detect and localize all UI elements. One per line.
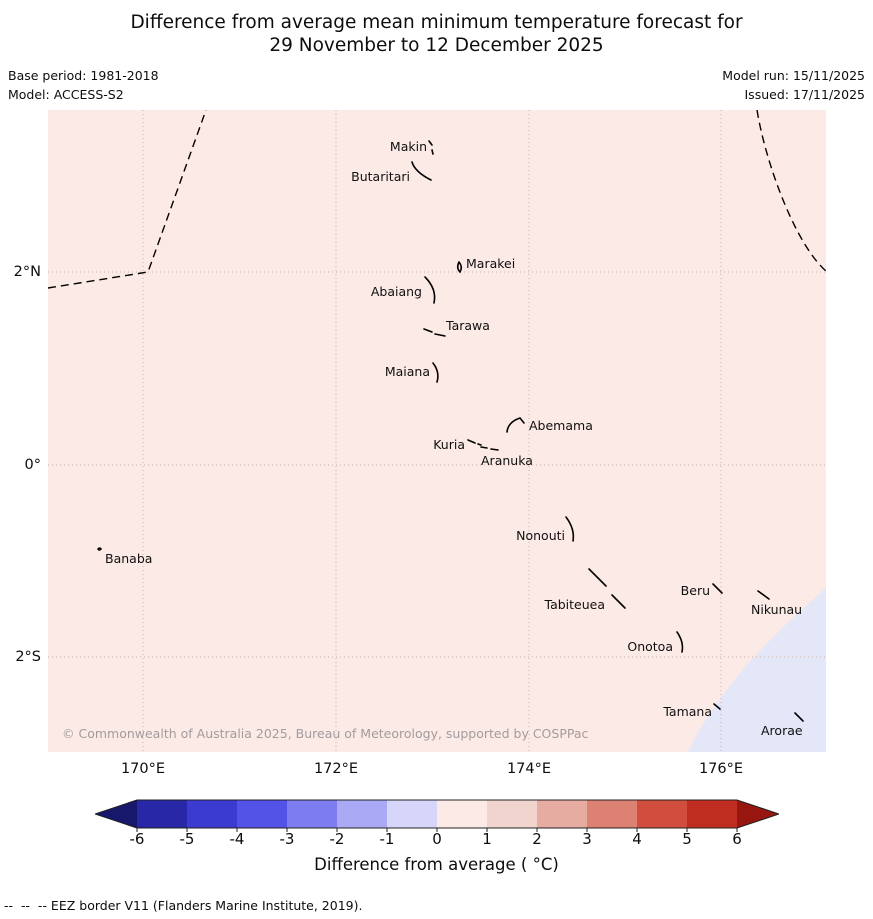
base-period-text: Base period: 1981-2018 [8, 68, 159, 83]
island-beru [712, 583, 723, 594]
lon-tick-label: 174°E [506, 761, 552, 777]
map-canvas: Makin Butaritari Marakei Abaiang Tarawa Maian… [48, 110, 826, 752]
island-butaritari [411, 161, 432, 181]
legend-tick-label: -1 [379, 830, 395, 848]
island-maiana [432, 362, 439, 383]
island-label-butaritari: Butaritari [351, 169, 410, 184]
map-copyright: © Commonwealth of Australia 2025, Bureau… [62, 726, 589, 741]
legend-tick-label: 4 [632, 830, 642, 848]
legend-tick-label: 3 [582, 830, 592, 848]
legend-tick-label: 0 [432, 830, 442, 848]
island-label-nonouti: Nonouti [516, 528, 565, 543]
island-arorae [794, 712, 804, 722]
eez-border-0 [48, 110, 207, 289]
legend-segment [487, 800, 537, 828]
legend-tick-label: 2 [532, 830, 542, 848]
lat-tick-label: 2°N [13, 264, 41, 280]
page-title-line2: 29 November to 12 December 2025 [269, 35, 604, 56]
island-kuria [467, 439, 482, 446]
legend-tick-label: -6 [129, 830, 145, 848]
island-abemama [506, 417, 525, 433]
island-label-tarawa: Tarawa [445, 318, 490, 333]
legend-segment [287, 800, 337, 828]
island-nikunau [757, 590, 770, 600]
model-run-text: Model run: 15/11/2025 [722, 68, 865, 83]
legend-segment [337, 800, 387, 828]
island-nonouti [565, 516, 575, 542]
page-title-line1: Difference from average mean minimum tem… [130, 12, 743, 33]
legend-segment [187, 800, 237, 828]
legend-segment [687, 800, 737, 828]
island-marakei [456, 261, 463, 274]
island-label-arorae: Arorae [761, 723, 803, 738]
lon-tick-label: 176°E [698, 761, 744, 777]
lon-tick-label: 172°E [313, 761, 359, 777]
color-scale [95, 799, 779, 832]
legend-tick-label: -4 [229, 830, 245, 848]
legend-arrow-left [95, 800, 137, 828]
island-label-aranuka: Aranuka [481, 453, 533, 468]
legend-segment [587, 800, 637, 828]
legend-segment [437, 800, 487, 828]
island-makin [428, 140, 434, 155]
legend-segment [387, 800, 437, 828]
legend-segment [237, 800, 287, 828]
island-abaiang [424, 276, 436, 304]
meta-right: Model run: 15/11/2025 Issued: 17/11/2025 [722, 67, 865, 104]
legend-tick-label: 1 [482, 830, 492, 848]
island-label-kuria: Kuria [433, 437, 465, 452]
island-label-tamana: Tamana [662, 704, 712, 719]
model-text: Model: ACCESS-S2 [8, 86, 124, 102]
meta-left: Base period: 1981-2018 Model: ACCESS-S2 [8, 67, 159, 104]
lon-tick-label: 170°E [120, 761, 166, 777]
issued-text: Issued: 17/11/2025 [744, 86, 866, 102]
island-onotoa [676, 631, 684, 653]
legend-tick-label: 6 [732, 830, 742, 848]
island-label-nikunau: Nikunau [751, 602, 802, 617]
legend-segment [637, 800, 687, 828]
cool-anomaly-region [688, 588, 826, 752]
island-label-onotoa: Onotoa [627, 639, 673, 654]
legend-tick-label: -3 [279, 830, 295, 848]
forecast-map: Makin Butaritari Marakei Abaiang Tarawa Maian… [48, 110, 826, 752]
legend-tick-label: -5 [179, 830, 195, 848]
island-label-makin: Makin [390, 139, 427, 154]
page-title: Difference from average mean minimum tem… [0, 11, 873, 57]
island-label-beru: Beru [681, 583, 710, 598]
island-tabiteuea [588, 568, 626, 609]
legend-segment [137, 800, 187, 828]
island-label-abemama: Abemama [529, 418, 593, 433]
legend-segment [537, 800, 587, 828]
island-label-banaba: Banaba [105, 551, 152, 566]
island-label-tabiteuea: Tabiteuea [544, 597, 606, 612]
island-aranuka [480, 446, 499, 451]
island-banaba [97, 547, 102, 551]
eez-footnote: -- -- -- EEZ border V11 (Flanders Marine… [4, 898, 363, 913]
island-label-abaiang: Abaiang [371, 284, 422, 299]
legend-arrow-right [737, 800, 779, 828]
legend-tick-label: 5 [682, 830, 692, 848]
legend-label: Difference from average ( °C) [314, 855, 559, 874]
island-tarawa [423, 328, 446, 337]
island-label-maiana: Maiana [385, 364, 430, 379]
legend-tick-label: -2 [329, 830, 345, 848]
island-label-marakei: Marakei [466, 256, 515, 271]
lat-tick-label: 0° [24, 457, 41, 473]
eez-border-1 [756, 110, 826, 272]
lat-tick-label: 2°S [15, 649, 41, 665]
island-tamana [713, 703, 721, 710]
